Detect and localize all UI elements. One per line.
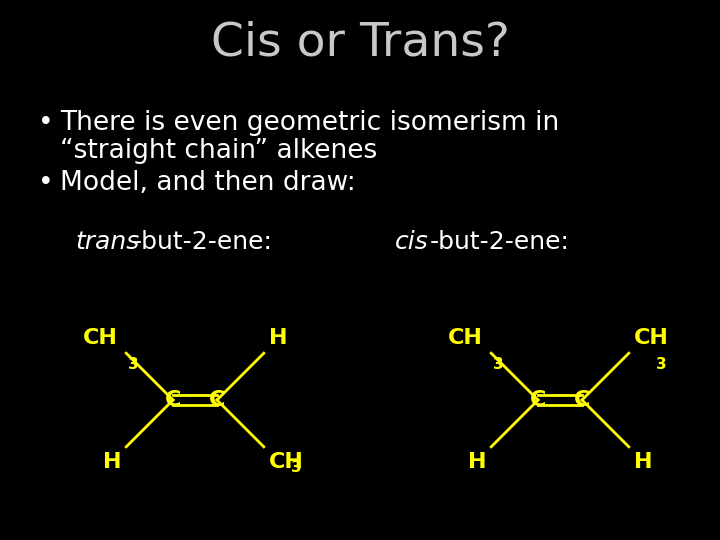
Text: H: H [269,328,287,348]
Text: Model, and then draw:: Model, and then draw: [60,170,356,196]
Text: C: C [209,390,225,410]
Text: C: C [574,390,590,410]
Text: CH: CH [84,328,118,348]
Text: CH: CH [449,328,483,348]
Text: 3: 3 [128,357,139,372]
Text: H: H [634,452,652,472]
Text: -but-2-ene:: -but-2-ene: [430,230,570,254]
Text: CH: CH [634,328,669,348]
Text: cis: cis [395,230,428,254]
Text: Cis or Trans?: Cis or Trans? [210,20,510,65]
Text: 3: 3 [493,357,504,372]
Text: trans: trans [75,230,139,254]
Text: H: H [468,452,486,472]
Text: -but-2-ene:: -but-2-ene: [133,230,273,254]
Text: C: C [165,390,181,410]
Text: 3: 3 [656,357,667,372]
Text: CH: CH [269,452,304,472]
Text: There is even geometric isomerism in: There is even geometric isomerism in [60,110,559,136]
Text: H: H [103,452,121,472]
Text: C: C [530,390,546,410]
Text: 3: 3 [291,460,302,475]
Text: “straight chain” alkenes: “straight chain” alkenes [60,138,377,164]
Text: •: • [38,110,53,136]
Text: •: • [38,170,53,196]
